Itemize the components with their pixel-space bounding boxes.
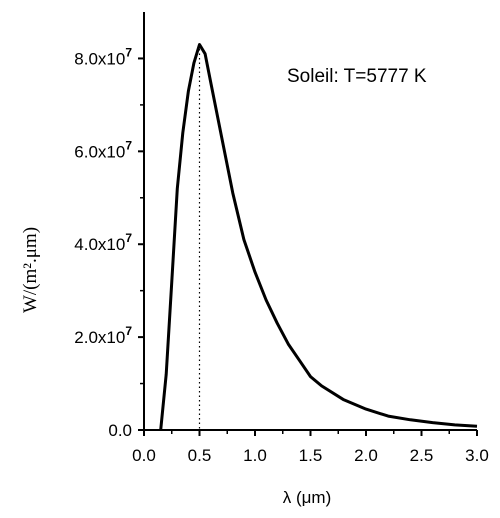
- x-axis-label: λ (μm): [283, 488, 332, 507]
- x-tick-label: 1.0: [243, 446, 267, 465]
- x-ticks: 0.0 0.5 1.0 1.5 2.0 2.5 3.0: [132, 430, 489, 465]
- y-axis-label: W/(m².μm): [20, 227, 41, 313]
- x-tick-label: 1.5: [299, 446, 323, 465]
- y-tick-label: 0.0: [108, 421, 132, 440]
- series-marks: [159, 43, 478, 431]
- y-tick-label: 6.0x107: [74, 138, 132, 161]
- y-ticks: 0.0 2.0x107 4.0x107 6.0x107 8.0x107: [74, 45, 144, 440]
- chart-annotation: Soleil: T=5777 K: [287, 66, 427, 87]
- x-tick-label: 0.0: [132, 446, 156, 465]
- y-tick-label: 8.0x107: [74, 45, 132, 68]
- series-line: [159, 43, 478, 431]
- x-tick-label: 3.0: [465, 446, 489, 465]
- x-tick-label: 2.5: [410, 446, 434, 465]
- y-tick-label: 4.0x107: [74, 231, 132, 254]
- x-tick-label: 0.5: [188, 446, 212, 465]
- y-tick-label: 2.0x107: [74, 324, 132, 347]
- x-tick-label: 2.0: [354, 446, 378, 465]
